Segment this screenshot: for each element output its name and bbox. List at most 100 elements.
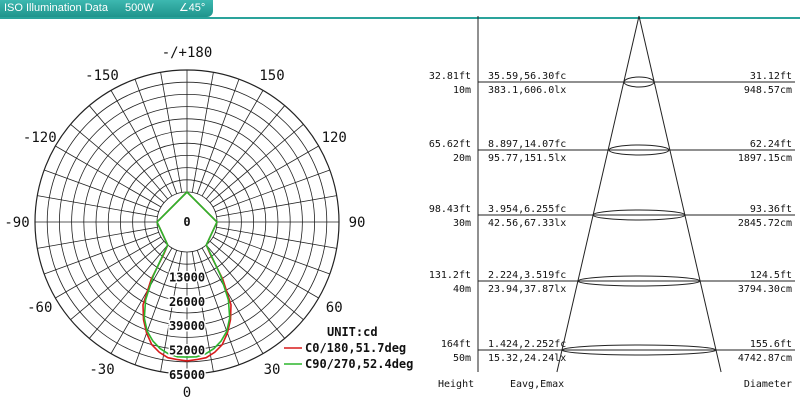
height-ft: 131.2ft	[429, 270, 471, 281]
polar-spoke	[44, 169, 159, 213]
polar-spoke	[37, 226, 158, 249]
power-text: 500W	[125, 2, 154, 14]
legend-entry: C90/270,52.4deg	[305, 357, 413, 371]
illum-lx: 383.1,606.0lx	[488, 85, 566, 96]
polar-spoke	[215, 169, 330, 213]
column-header-illum: Eavg,Emax	[510, 379, 564, 390]
polar-spoke	[201, 247, 264, 354]
series-curve-c90-270	[143, 190, 231, 358]
illum-fc: 1.424,2.252fc	[488, 339, 566, 350]
angle-label: 150	[259, 68, 284, 84]
radial-tick-label: 13000	[169, 270, 205, 284]
illum-lx: 42.56,67.33lx	[488, 218, 566, 229]
angle-label: -/+180	[162, 45, 213, 61]
polar-spoke	[216, 226, 337, 249]
column-header-diameter: Diameter	[744, 379, 792, 390]
illum-fc: 3.954,6.255fc	[488, 204, 566, 215]
series-curve-c0-180	[142, 190, 232, 362]
radial-tick-label: 65000	[169, 368, 205, 382]
height-m: 40m	[453, 284, 471, 295]
polar-spoke	[70, 240, 165, 321]
polar-spoke	[37, 195, 158, 218]
angle-label: -60	[27, 300, 52, 316]
beam-ellipse	[577, 275, 701, 287]
polar-spoke	[216, 195, 337, 218]
diameter-cm: 2845.72cm	[738, 218, 792, 229]
beam-ellipse	[608, 144, 670, 156]
polar-spoke	[209, 240, 304, 321]
illum-fc: 35.59,56.30fc	[488, 71, 566, 82]
polar-spoke	[55, 145, 162, 208]
polar-spoke	[196, 79, 240, 194]
column-header-height: Height	[438, 379, 474, 390]
polar-spoke	[110, 247, 173, 354]
polar-spoke	[205, 244, 286, 339]
angle-label: 0	[183, 385, 191, 401]
diameter-ft: 93.36ft	[750, 204, 792, 215]
beam-ellipse	[623, 76, 655, 88]
illum-lx: 15.32,24.24lx	[488, 353, 566, 364]
polar-spoke	[160, 72, 183, 193]
cone-right-edge	[638, 15, 722, 373]
polar-spoke	[134, 250, 178, 365]
angle-label: -90	[4, 215, 29, 231]
polar-spoke	[212, 145, 319, 208]
height-ft: 32.81ft	[429, 71, 471, 82]
polar-spoke	[88, 105, 169, 200]
diameter-ft: 31.12ft	[750, 71, 792, 82]
radial-tick-label: 52000	[169, 344, 205, 358]
height-m: 30m	[453, 218, 471, 229]
beam-ellipse	[561, 344, 717, 356]
radial-tick-label: 26000	[169, 295, 205, 309]
cone-left-edge	[556, 15, 640, 373]
height-ft: 65.62ft	[429, 139, 471, 150]
polar-spoke	[196, 250, 240, 365]
angle-label: 120	[322, 130, 347, 146]
polar-spoke	[134, 79, 178, 194]
angle-label: 30	[264, 362, 281, 378]
height-ft: 164ft	[441, 339, 471, 350]
height-m: 20m	[453, 153, 471, 164]
title-tab[interactable]: ISO Illumination Data 500W ∠45°	[0, 0, 213, 17]
title-text: ISO Illumination Data	[4, 2, 108, 14]
radial-tick-label: 39000	[169, 319, 205, 333]
illum-fc: 8.897,14.07fc	[488, 139, 566, 150]
diameter-ft: 155.6ft	[750, 339, 792, 350]
polar-spoke	[191, 72, 214, 193]
polar-spoke	[70, 123, 165, 204]
diameter-cm: 4742.87cm	[738, 353, 792, 364]
polar-spoke	[205, 105, 286, 200]
height-m: 10m	[453, 85, 471, 96]
polar-spoke	[110, 90, 173, 197]
diameter-cm: 1897.15cm	[738, 153, 792, 164]
polar-chart: 13000 26000 39000 52000 65000 0 -/+180 150 120 90…	[4, 45, 413, 401]
diameter-cm: 948.57cm	[744, 85, 792, 96]
polar-spoke	[212, 236, 319, 299]
height-ft: 98.43ft	[429, 204, 471, 215]
beam-ellipse	[592, 209, 686, 221]
diameter-ft: 124.5ft	[750, 270, 792, 281]
diameter-ft: 62.24ft	[750, 139, 792, 150]
polar-spoke	[88, 244, 169, 339]
polar-spoke	[44, 231, 159, 275]
angle-label: -150	[85, 68, 119, 84]
illum-fc: 2.224,3.519fc	[488, 270, 566, 281]
unit-label: UNIT:cd	[327, 325, 378, 339]
angle-text: ∠45°	[178, 2, 206, 14]
illum-lx: 95.77,151.5lx	[488, 153, 566, 164]
angle-label: -30	[89, 362, 114, 378]
center-label: 0	[183, 215, 190, 229]
angle-label: 60	[326, 300, 343, 316]
title-divider	[0, 17, 800, 19]
polar-spoke	[201, 90, 264, 197]
polar-spoke	[209, 123, 304, 204]
polar-spoke	[215, 231, 330, 275]
angle-label: -120	[23, 130, 57, 146]
polar-spoke	[55, 236, 162, 299]
diameter-cm: 3794.30cm	[738, 284, 792, 295]
height-m: 50m	[453, 353, 471, 364]
illumination-cone-table: 32.81ft 10m 35.59,56.30fc 383.1,606.0lx 31.1…	[429, 15, 795, 390]
legend-entry: C0/180,51.7deg	[305, 341, 406, 355]
angle-label: 90	[349, 215, 366, 231]
